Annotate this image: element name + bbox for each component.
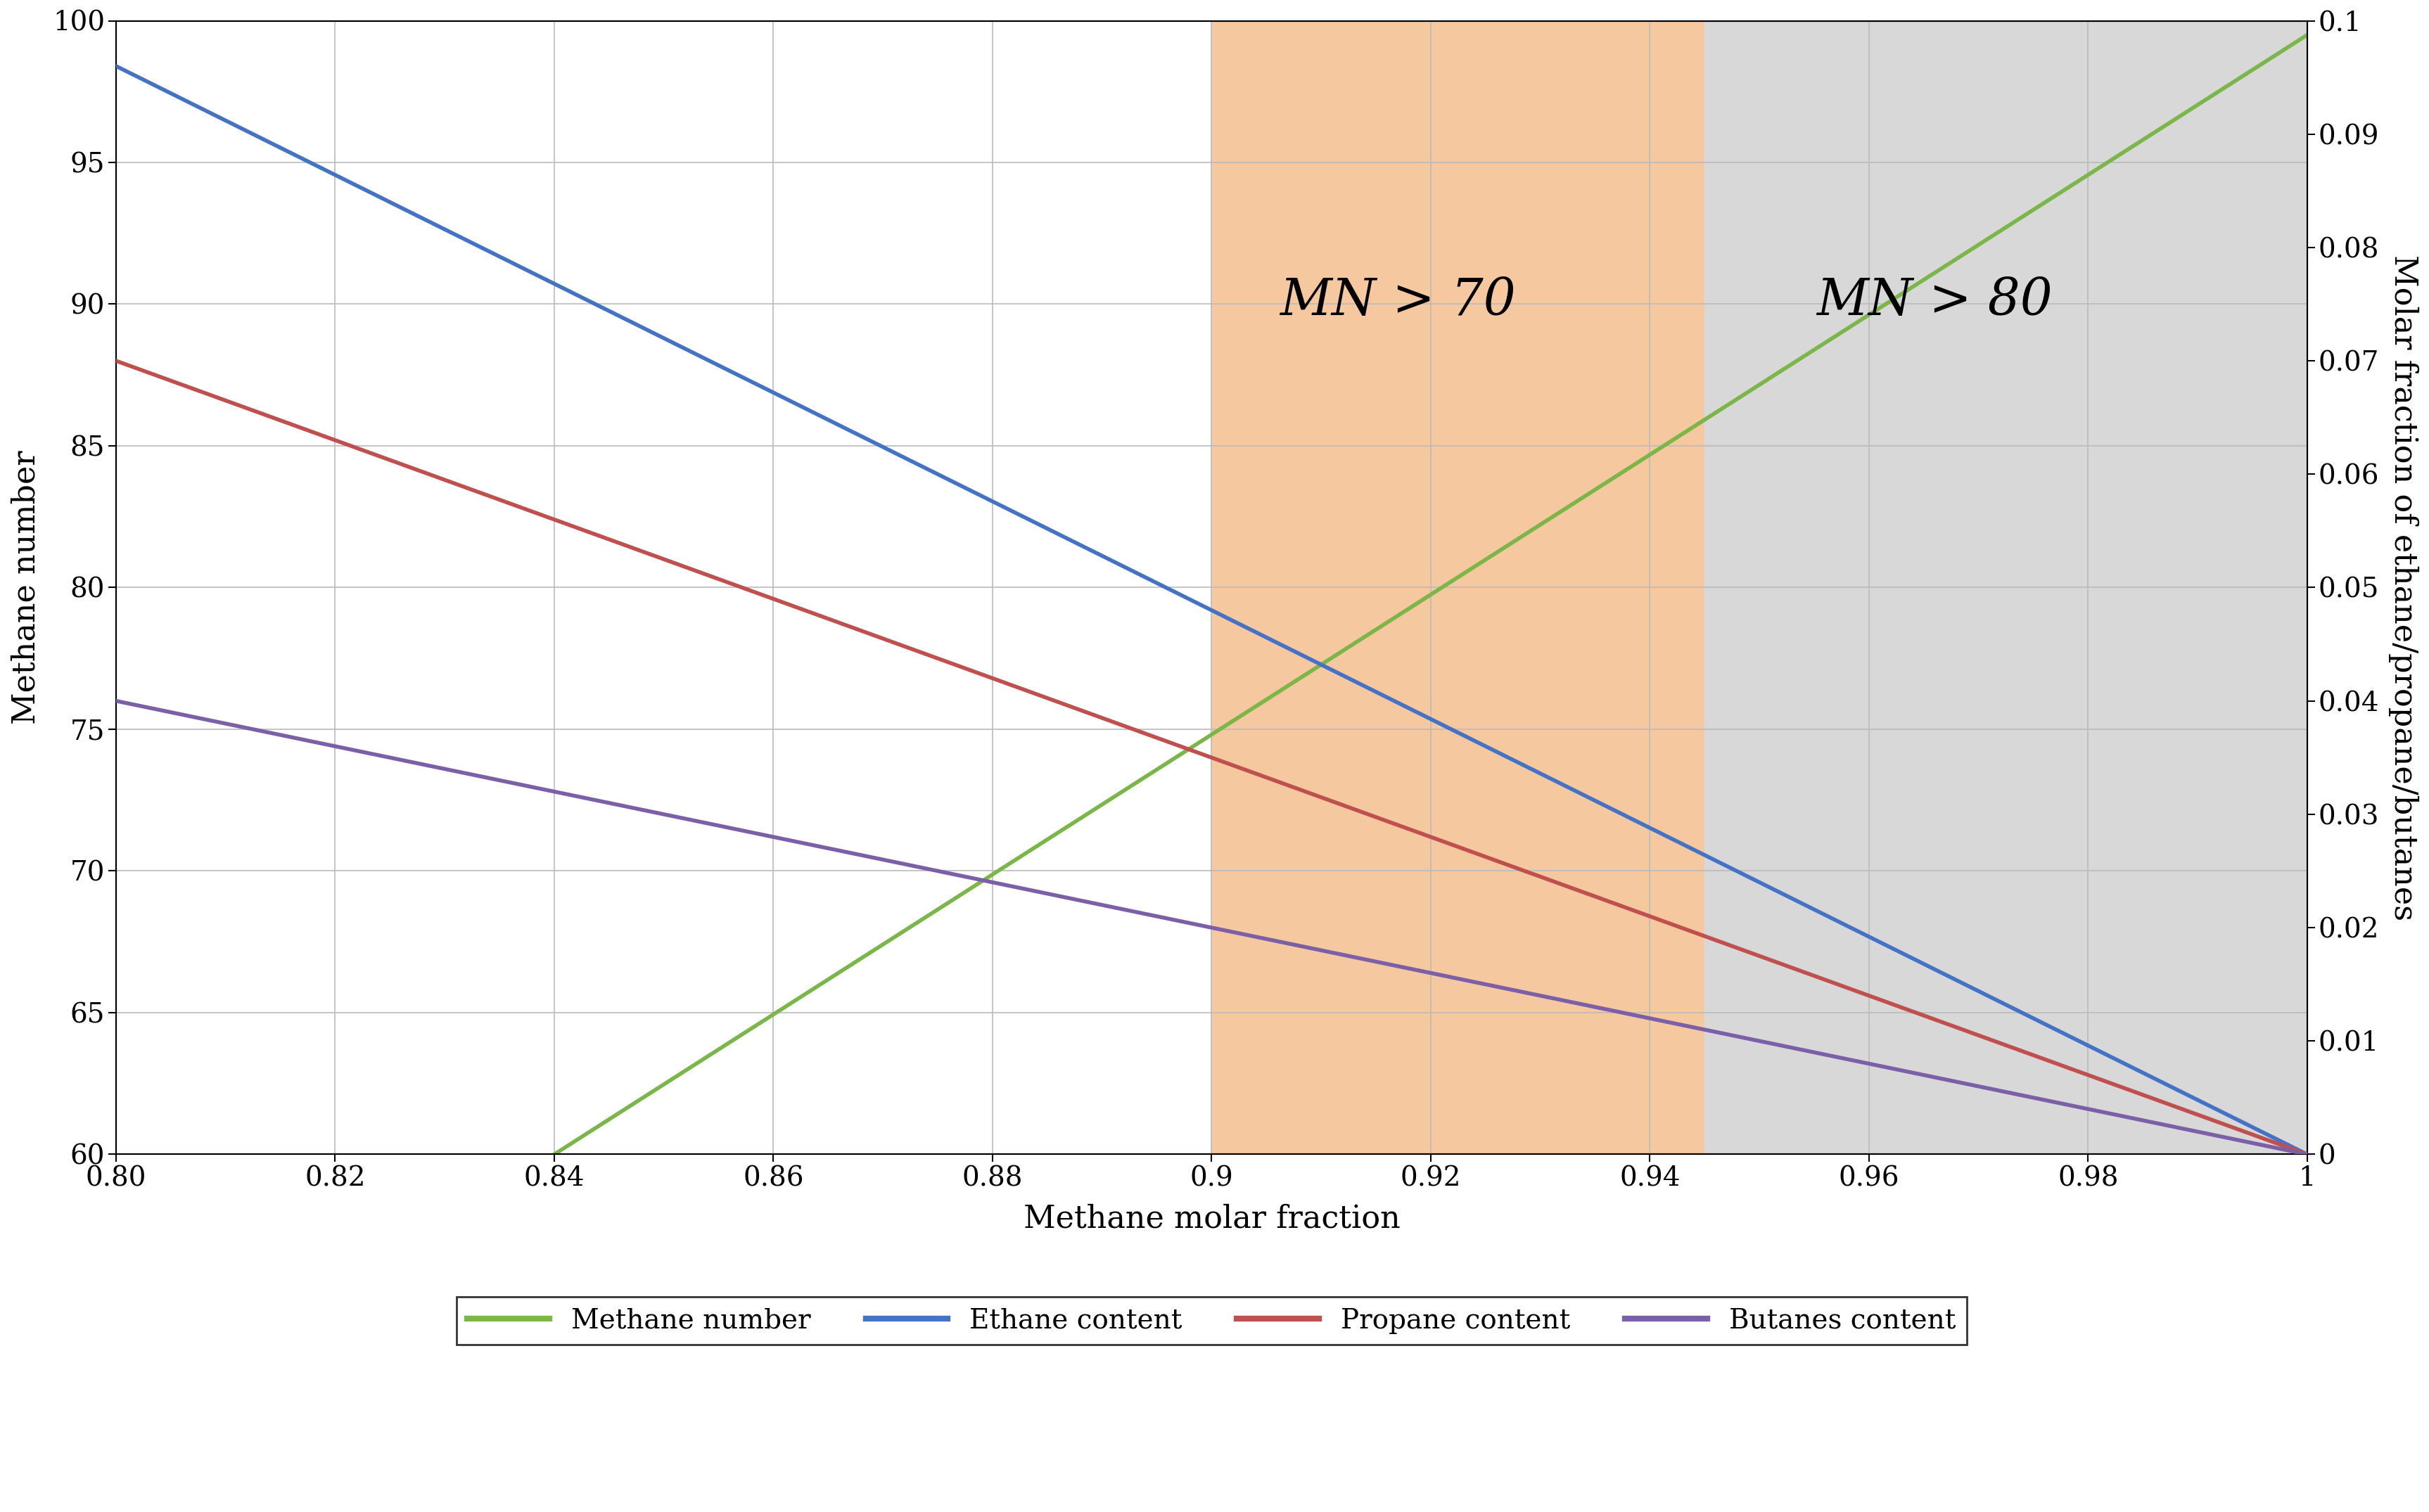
X-axis label: Methane molar fraction: Methane molar fraction [1023,1204,1399,1234]
Text: MN > 80: MN > 80 [1817,275,2053,325]
Text: MN > 70: MN > 70 [1280,275,1516,325]
Legend: Methane number, Ethane content, Propane content, Butanes content: Methane number, Ethane content, Propane … [457,1297,1967,1344]
Bar [1705,21,2308,1154]
Y-axis label: Methane number: Methane number [10,451,41,724]
Y-axis label: Molar fraction of ethane/propane/butanes: Molar fraction of ethane/propane/butanes [2388,254,2419,921]
Bar [1212,21,1705,1154]
